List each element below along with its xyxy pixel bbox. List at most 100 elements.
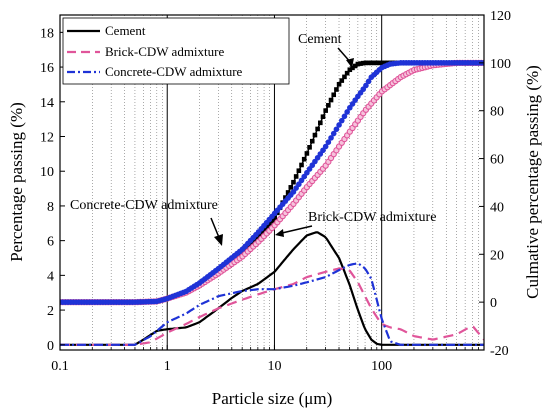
data-point — [312, 132, 318, 138]
data-point — [309, 138, 315, 144]
data-point — [363, 60, 369, 66]
data-point — [328, 135, 334, 141]
data-point — [272, 215, 277, 221]
series-line-brick-cdw-admixture-cumulative — [60, 62, 484, 303]
x-axis-title: Particle size (μm) — [212, 389, 333, 408]
data-point — [318, 120, 323, 126]
x-tick-label: 10 — [267, 359, 281, 374]
data-point — [363, 82, 369, 89]
data-point — [320, 114, 326, 120]
legend: Cement Brick-CDW admixture Concrete-CDW … — [62, 17, 290, 85]
data-point — [256, 234, 261, 239]
data-point — [352, 63, 358, 69]
data-point — [347, 67, 353, 73]
data-point — [377, 60, 382, 66]
y2-tick-label: -20 — [490, 344, 509, 359]
annotation-concrete: Concrete-CDW admixture — [70, 198, 218, 213]
legend-label-concrete: Concrete-CDW admixture — [105, 64, 243, 79]
data-point — [269, 218, 275, 224]
data-point — [336, 122, 342, 128]
y-tick-label: 6 — [47, 235, 54, 250]
data-point — [333, 126, 340, 133]
data-point — [339, 78, 345, 83]
y-axis-title: Percentage passing (%) — [7, 102, 26, 262]
data-point — [307, 145, 312, 150]
data-point — [258, 231, 264, 236]
x-tick-label: 0.1 — [51, 359, 69, 374]
x-tick-label: 100 — [371, 359, 392, 374]
data-point — [330, 130, 337, 137]
data-point — [336, 81, 342, 87]
data-point — [325, 139, 332, 146]
y2-axis-title: Culmative percentage passing (%) — [523, 65, 542, 299]
data-point — [379, 60, 385, 66]
annotation-cement-arrowhead — [346, 58, 354, 68]
data-point — [326, 103, 331, 108]
data-point — [288, 185, 294, 190]
data-point — [344, 70, 350, 76]
data-point — [342, 74, 347, 80]
y-tick-label: 4 — [47, 269, 54, 284]
series-line-concrete-cdw-admixture — [60, 262, 484, 346]
data-point — [360, 60, 366, 66]
y-tick-label: 18 — [40, 26, 54, 41]
series-line-concrete-cdw-admixture-cumulative — [60, 62, 484, 303]
series-line-cement-cumulative — [60, 62, 484, 303]
annotation-brick-arrowhead — [275, 229, 284, 237]
y-tick-label: 10 — [40, 165, 54, 180]
legend-label-cement: Cement — [105, 23, 146, 38]
data-point — [264, 225, 269, 230]
y2-tick-label: 100 — [490, 57, 511, 72]
y2-tick-label: 40 — [490, 200, 504, 215]
data-point — [285, 190, 291, 195]
y2-tick-label: 0 — [490, 296, 497, 311]
data-point — [368, 60, 374, 66]
data-point — [248, 241, 253, 247]
y2-tick-label: 80 — [490, 105, 504, 120]
data-point — [331, 92, 337, 98]
data-point — [299, 162, 304, 168]
data-point — [365, 78, 372, 85]
annotations: Cement Concrete-CDW admixture Brick-CDW … — [70, 32, 436, 246]
data-point — [355, 61, 361, 67]
data-point — [261, 228, 267, 233]
y2-tick-label: 20 — [490, 248, 504, 263]
data-point — [322, 143, 329, 150]
y-tick-label: 16 — [40, 61, 54, 76]
y-tick-label: 0 — [47, 339, 54, 354]
annotation-brick: Brick-CDW admixture — [308, 210, 436, 225]
axes: 0.1 1 10 100 0 2 4 6 8 10 12 14 16 18 -20 0 20 40 60 80 100 1… — [40, 9, 511, 374]
legend-label-brick: Brick-CDW admixture — [105, 44, 224, 59]
y2-tick-label: 60 — [490, 153, 504, 168]
data-point — [374, 60, 379, 66]
series-markers-brick-cdw-admixture-cumulative — [60, 59, 484, 306]
y-tick-label: 12 — [40, 131, 54, 146]
data-point — [315, 126, 320, 132]
data-point — [301, 156, 307, 162]
data-point — [328, 97, 334, 103]
data-point — [344, 109, 350, 115]
y-tick-label: 2 — [47, 304, 54, 319]
series-line-brick-cdw-admixture — [60, 267, 484, 346]
data-point — [267, 222, 272, 227]
data-point — [358, 61, 363, 66]
annotation-concrete-arrowhead — [214, 234, 223, 246]
data-point — [253, 237, 259, 242]
legend-box — [62, 17, 290, 85]
data-point — [341, 113, 348, 120]
y-tick-label: 8 — [47, 200, 54, 215]
series-markers-cement-cumulative — [60, 60, 484, 305]
y-tick-label: 14 — [40, 96, 54, 111]
data-point — [323, 108, 328, 113]
data-point — [296, 168, 302, 174]
data-point — [334, 87, 339, 92]
data-point — [371, 60, 377, 66]
data-point — [338, 117, 345, 124]
data-point — [304, 151, 310, 156]
data-point — [382, 60, 388, 66]
data-point — [250, 239, 256, 245]
y2-tick-label: 120 — [490, 9, 511, 24]
annotation-brick-arrow — [281, 225, 313, 234]
x-tick-label: 1 — [164, 359, 171, 374]
